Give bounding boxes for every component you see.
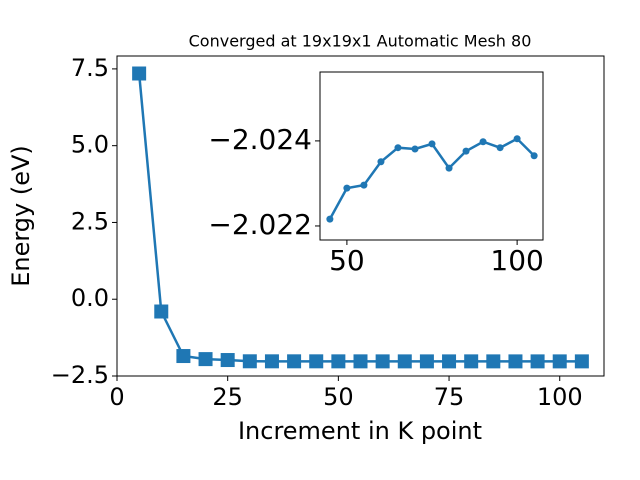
marker — [411, 145, 419, 153]
marker — [375, 354, 390, 369]
x-tick-label: 50 — [323, 383, 354, 411]
inset-frame — [319, 71, 544, 241]
y-tick-label: 0.0 — [71, 284, 109, 312]
marker — [442, 354, 457, 369]
marker — [360, 181, 368, 189]
marker — [343, 184, 351, 192]
x-tick-label: 100 — [490, 244, 543, 277]
marker — [326, 215, 334, 223]
marker — [530, 354, 545, 369]
marker — [530, 152, 538, 160]
y-tick-label: 2.5 — [71, 207, 109, 235]
plot-frame — [116, 55, 605, 377]
marker — [419, 354, 434, 369]
marker — [353, 354, 368, 369]
x-tick-label: 25 — [212, 383, 243, 411]
marker — [287, 354, 302, 369]
marker — [445, 164, 453, 172]
marker — [486, 354, 501, 369]
x-axis-label: Increment in K point — [238, 417, 482, 445]
x-tick-label: 100 — [537, 383, 583, 411]
marker — [176, 349, 191, 364]
marker — [464, 354, 479, 369]
marker — [508, 354, 523, 369]
marker — [394, 144, 402, 152]
x-tick-label: 50 — [329, 244, 365, 277]
y-tick-label: −2.024 — [208, 123, 312, 156]
marker — [264, 354, 279, 369]
marker — [428, 140, 436, 148]
marker — [513, 135, 521, 143]
marker — [496, 144, 504, 152]
x-tick-label: 75 — [434, 383, 465, 411]
marker — [132, 66, 147, 81]
marker — [331, 354, 346, 369]
y-tick-label: 7.5 — [71, 54, 109, 82]
y-tick-label: −2.022 — [208, 208, 312, 241]
marker — [198, 352, 213, 367]
y-axis-label: Energy (eV) — [7, 145, 35, 287]
marker — [309, 354, 324, 369]
y-tick-label: 5.0 — [71, 131, 109, 159]
y-tick-label: −2.5 — [51, 361, 109, 389]
marker — [574, 354, 589, 369]
marker — [552, 354, 567, 369]
marker — [397, 354, 412, 369]
marker — [377, 158, 385, 166]
x-tick-label: 0 — [109, 383, 124, 411]
marker — [220, 353, 235, 368]
marker — [154, 304, 169, 319]
marker — [242, 354, 257, 369]
chart-title: Converged at 19x19x1 Automatic Mesh 80 — [189, 32, 532, 51]
marker — [462, 147, 470, 155]
marker — [479, 138, 487, 146]
